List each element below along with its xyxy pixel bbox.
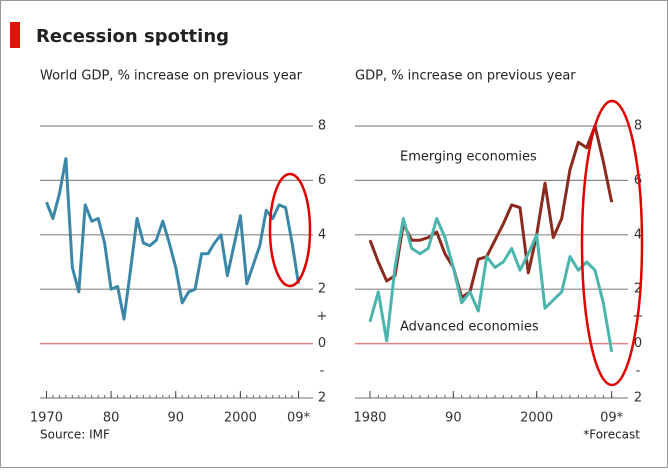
x-tick-label: 2000	[520, 411, 553, 426]
sign-label: +	[317, 309, 328, 324]
highlight-ellipse	[268, 172, 312, 288]
series-label: Emerging economies	[400, 150, 537, 165]
y-tick-label: 8	[634, 119, 642, 134]
y-tick-label: 2	[318, 282, 326, 297]
data-line	[45, 157, 300, 321]
y-tick-label: 4	[318, 227, 326, 242]
x-tick-label: 2000	[224, 411, 257, 426]
sign-label: -	[320, 363, 325, 378]
highlight-ellipse	[580, 99, 644, 387]
y-tick-label: 0	[634, 336, 642, 351]
x-tick-label: 90	[445, 411, 462, 426]
x-tick-label: 09*	[600, 411, 624, 426]
subtitle: GDP, % increase on previous year	[355, 69, 576, 84]
x-tick-label: 09*	[287, 411, 311, 426]
x-tick-label: 1980	[353, 411, 386, 426]
y-tick-label: 4	[634, 227, 642, 242]
note: *Forecast	[583, 428, 640, 442]
chart-title: Recession spotting	[36, 26, 229, 47]
subtitle: World GDP, % increase on previous year	[40, 69, 303, 84]
data-line	[368, 124, 614, 299]
y-tick-label: 8	[318, 119, 326, 134]
y-tick-label: 0	[318, 336, 326, 351]
source: Source: IMF	[40, 428, 110, 442]
y-tick-label: 2	[318, 391, 326, 406]
plots: World GDP, % increase on previous year 8 6…	[30, 69, 644, 426]
brand-bar	[10, 22, 20, 48]
data-line	[368, 217, 614, 353]
x-tick-label: 80	[103, 411, 120, 426]
y-tick-label: 2	[634, 391, 642, 406]
sign-label: -	[636, 363, 641, 378]
series-label: Advanced economies	[400, 320, 539, 335]
y-tick-label: 2	[634, 282, 642, 297]
x-tick-label: 1970	[30, 411, 63, 426]
x-tick-label: 90	[167, 411, 184, 426]
y-tick-label: 6	[318, 173, 326, 188]
